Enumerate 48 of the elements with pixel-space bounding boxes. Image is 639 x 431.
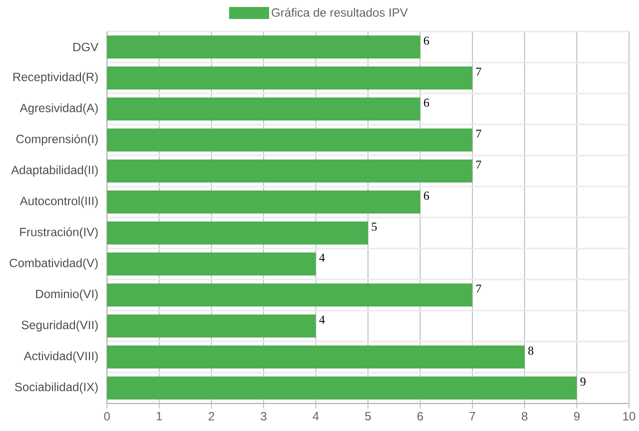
data-label: 6	[424, 98, 430, 107]
x-tick-label: 9	[574, 412, 580, 421]
bar	[107, 345, 525, 368]
x-tick-label: 6	[417, 412, 424, 421]
bar	[107, 376, 577, 400]
y-tick-label: Adaptabilidad(II)	[11, 165, 98, 177]
bar	[107, 35, 420, 58]
data-label: 5	[372, 222, 377, 231]
bar	[107, 159, 472, 182]
y-tick-label: Agresividad(A)	[20, 103, 98, 115]
x-tick-label: 7	[470, 412, 476, 420]
data-label: 9	[580, 378, 586, 386]
bar	[107, 221, 368, 244]
y-tick-label: Comprensión(I)	[16, 134, 98, 146]
y-tick-label: Combatividad(V)	[10, 258, 98, 270]
x-tick-label: 10	[623, 412, 636, 421]
legend-label: Gráfica de resultados IPV	[272, 8, 408, 17]
data-label: 7	[476, 160, 482, 169]
data-label: 7	[476, 130, 482, 138]
y-tick-label: Seguridad(VII)	[22, 320, 98, 332]
x-tick-label: 0	[104, 412, 110, 421]
bar	[107, 252, 316, 276]
bar	[107, 314, 316, 338]
bar	[107, 97, 420, 120]
bar	[107, 66, 472, 90]
x-tick-label: 4	[312, 412, 319, 420]
data-label: 4	[319, 316, 325, 324]
x-tick-label: 5	[365, 412, 371, 420]
y-tick-label: Autocontrol(III)	[20, 196, 98, 208]
data-label: 6	[424, 36, 430, 45]
y-tick-label: Dominio(VI)	[36, 289, 98, 301]
y-tick-label: DGV	[73, 42, 98, 52]
data-label: 8	[528, 346, 534, 355]
data-label: 7	[476, 284, 482, 293]
x-tick-label: 3	[260, 412, 266, 421]
bar	[107, 283, 472, 306]
y-tick-label: Frustración(IV)	[20, 227, 98, 239]
y-tick-label: Sociabilidad(IX)	[14, 382, 98, 394]
x-tick-label: 2	[208, 412, 214, 420]
data-label: 6	[424, 192, 430, 200]
bar	[107, 190, 420, 214]
data-label: 4	[319, 254, 325, 262]
x-tick-label: 1	[156, 412, 162, 420]
y-tick-label: Receptividad(R)	[13, 72, 98, 84]
x-tick-label: 8	[522, 412, 528, 421]
data-label: 7	[476, 68, 482, 76]
bar	[107, 128, 472, 152]
y-tick-label: Actividad(VIII)	[24, 351, 98, 363]
